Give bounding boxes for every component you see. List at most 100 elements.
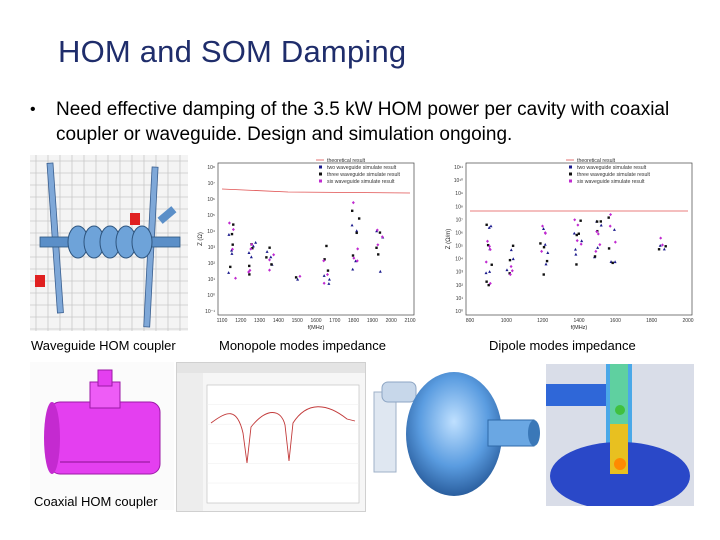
- data-point: [227, 233, 231, 236]
- data-point: [599, 223, 603, 227]
- data-point: [355, 231, 358, 235]
- data-point: [613, 260, 617, 264]
- data-point: [230, 252, 234, 255]
- y-tick-label: 10¹¹: [454, 165, 463, 171]
- data-point: [575, 263, 578, 266]
- legend-label: six waveguide simulate result: [327, 179, 395, 185]
- data-point: [577, 232, 580, 235]
- bullet-dot: •: [30, 101, 36, 118]
- data-point: [326, 269, 330, 272]
- data-point: [508, 272, 511, 275]
- waveguide-coupler-image: [30, 155, 188, 331]
- legend-swatch: [569, 172, 572, 176]
- data-point: [322, 274, 326, 277]
- data-point: [540, 249, 544, 253]
- data-point: [574, 252, 578, 256]
- legend-label: three waveguide simulate result: [577, 172, 651, 178]
- data-point: [248, 268, 252, 272]
- y-tick-label: 10²: [456, 283, 464, 289]
- data-point: [485, 223, 488, 226]
- caption-monopole: Monopole modes impedance: [219, 338, 386, 353]
- y-tick-label: 10³: [456, 270, 464, 276]
- data-point: [485, 239, 489, 243]
- data-point: [485, 280, 488, 283]
- y-axis-label: Z (Ω): [198, 232, 204, 246]
- data-point: [595, 220, 599, 223]
- data-point: [231, 227, 235, 232]
- coaxial-render: [44, 369, 161, 475]
- x-tick-label: 1800: [348, 318, 359, 324]
- data-point: [486, 243, 490, 247]
- data-point: [595, 229, 599, 234]
- data-point: [573, 218, 577, 222]
- data-point: [227, 271, 231, 274]
- x-tick-label: 800: [466, 318, 475, 324]
- data-point: [296, 277, 300, 281]
- data-point: [378, 269, 382, 273]
- y-axis-label: Z (Ω/m): [446, 229, 452, 249]
- y-tick-label: 10⁵: [207, 213, 215, 219]
- impedance-curve: [210, 406, 356, 464]
- y-tick-label: 10⁴: [207, 229, 215, 235]
- data-point: [660, 243, 664, 247]
- data-point: [544, 262, 548, 266]
- data-point: [355, 229, 359, 233]
- data-point: [269, 255, 273, 259]
- legend-label: two waveguide simulate result: [577, 165, 647, 171]
- data-point: [662, 247, 666, 251]
- data-point: [268, 268, 272, 272]
- x-tick-label: 1200: [235, 318, 246, 324]
- y-tick-label: 10⁻¹: [205, 309, 215, 315]
- x-axis-label: f(MHz): [308, 325, 325, 331]
- x-tick-label: 1500: [292, 318, 303, 324]
- legend-label: theoretical result: [577, 158, 616, 164]
- y-tick-label: 10³: [208, 245, 216, 251]
- data-point: [543, 242, 547, 246]
- y-tick-label: 10⁰: [207, 293, 215, 299]
- data-point: [511, 257, 515, 261]
- dipole-chart: 10¹¹ 10¹⁰ 10⁹ 10⁸ 10⁷ 10⁶ 10⁵ 10⁴ 10³ 10² 10¹ 10⁰ 80…: [436, 155, 696, 331]
- dipole-chart-svg: 10¹¹ 10¹⁰ 10⁹ 10⁸ 10⁷ 10⁶ 10⁵ 10⁴ 10³ 10² 10¹ 10⁰80…: [446, 158, 694, 331]
- waveguide-render: [30, 155, 188, 331]
- coaxial-coupler-image: [30, 362, 174, 510]
- y-tick-label: 10⁵: [455, 244, 463, 250]
- monopole-chart: 10⁸ 10⁷ 10⁶ 10⁵ 10⁴ 10³ 10² 10¹ 10⁰ 10⁻¹ 1100 1200 1…: [188, 155, 420, 331]
- caption-dipole: Dipole modes impedance: [489, 338, 636, 353]
- data-point: [231, 243, 234, 246]
- x-tick-label: 1700: [329, 318, 340, 324]
- data-point: [594, 249, 598, 253]
- data-point: [230, 232, 234, 236]
- data-point: [659, 236, 663, 240]
- data-point: [572, 231, 576, 235]
- data-point: [576, 223, 580, 227]
- data-point: [250, 242, 254, 247]
- legend-label: theoretical result: [327, 158, 366, 164]
- data-point: [487, 226, 491, 229]
- data-point: [298, 274, 302, 278]
- data-point: [484, 271, 488, 275]
- data-point: [607, 247, 611, 250]
- y-tick-label: 10¹: [208, 277, 216, 283]
- coaxial-impedance-plot: [176, 362, 366, 512]
- y-tick-label: 10⁷: [456, 217, 464, 223]
- data-point: [579, 242, 583, 246]
- data-point: [575, 233, 578, 237]
- data-point: [354, 259, 358, 263]
- x-tick-label: 1400: [273, 318, 284, 324]
- data-point: [599, 220, 603, 223]
- data-point: [541, 224, 545, 228]
- data-point: [542, 273, 545, 276]
- data-point: [488, 247, 492, 252]
- data-point: [593, 255, 597, 258]
- data-point: [573, 247, 577, 251]
- legend-label: three waveguide simulate result: [327, 172, 401, 178]
- data-point: [376, 243, 380, 247]
- data-point: [249, 247, 253, 251]
- data-point: [251, 247, 254, 250]
- data-point: [489, 224, 493, 228]
- data-point: [230, 247, 234, 251]
- y-tick-label: 10²: [208, 261, 216, 267]
- data-point: [350, 209, 354, 213]
- data-point: [294, 276, 298, 279]
- y-tick-label: 10⁴: [455, 257, 463, 263]
